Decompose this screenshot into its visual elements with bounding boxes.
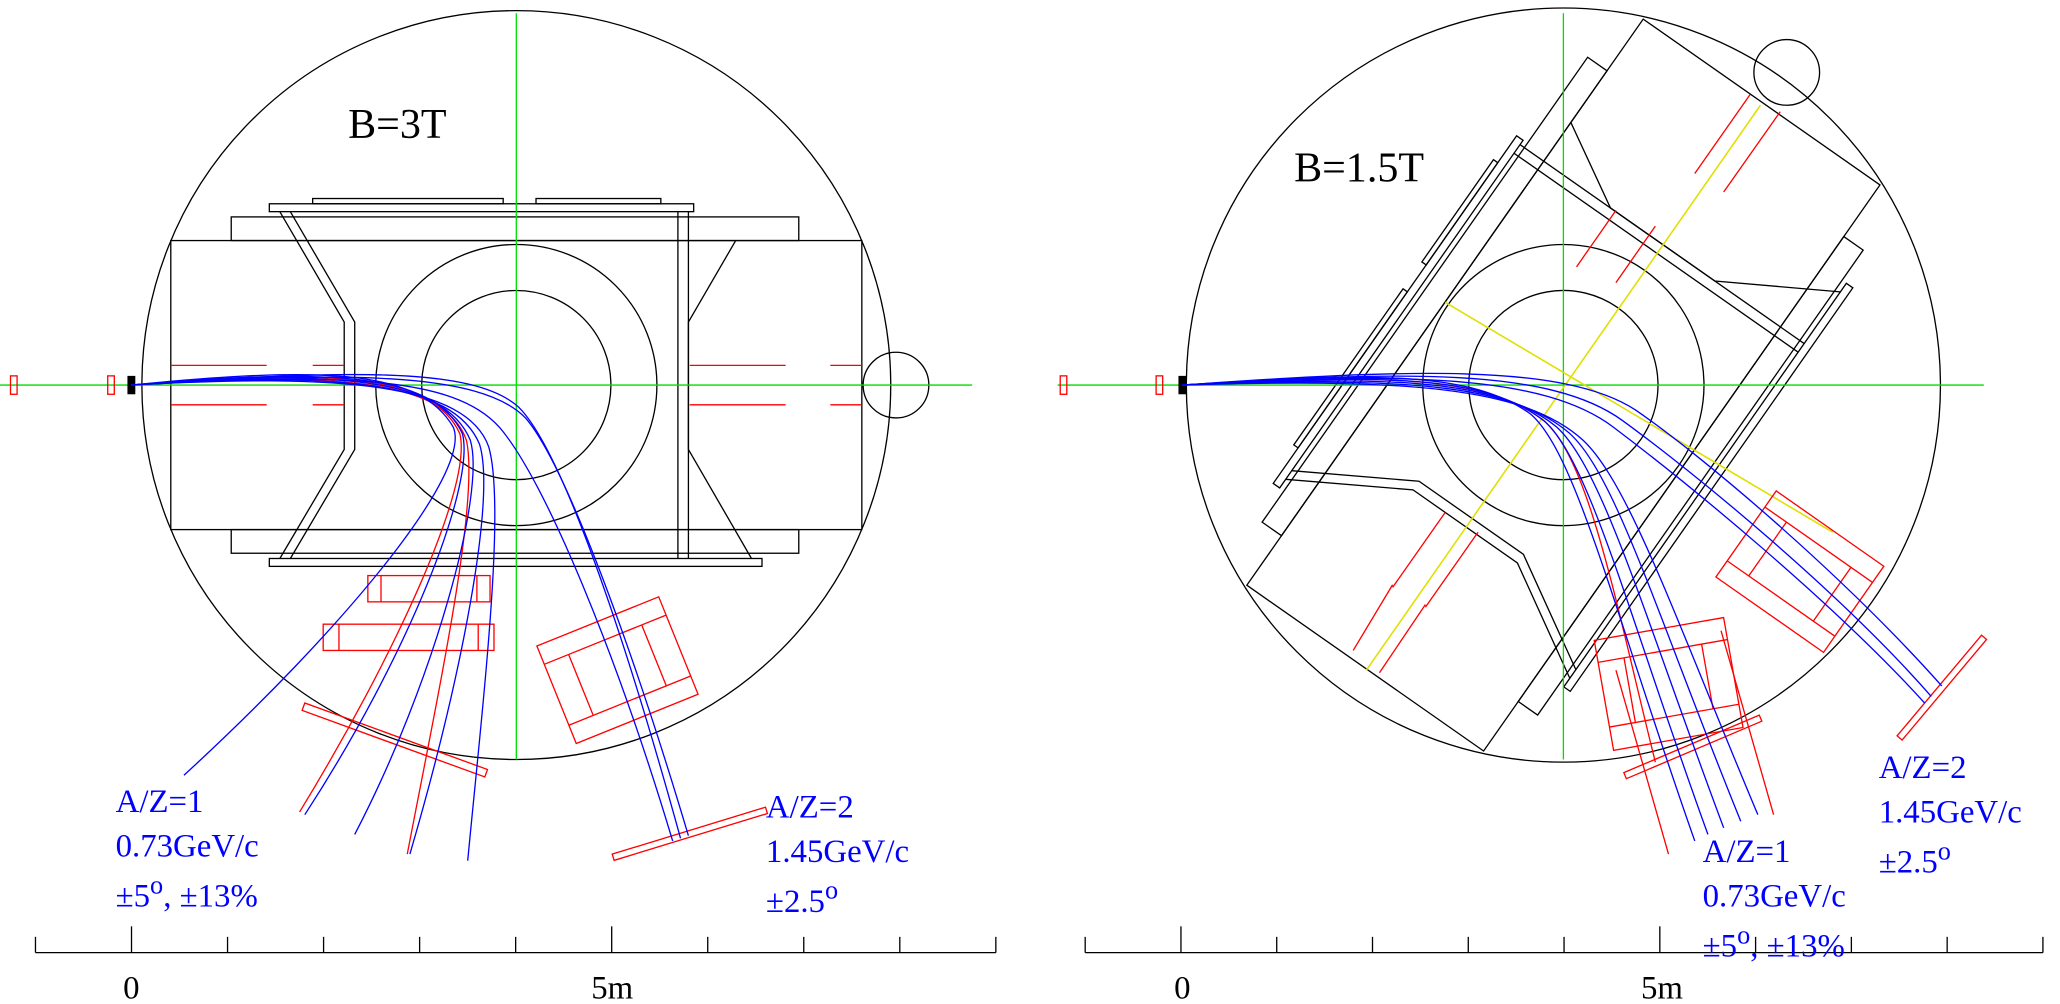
label-sup: o [1938,836,1951,865]
beam-label: A/Z=1 [1703,834,1791,870]
scale-label: 5m [591,971,633,1004]
panel-left [0,11,972,861]
beam-label: ±2.5o [766,876,838,920]
beam-label: 0.73GeV/c [1703,879,1846,915]
label-text: A/Z=1 [1703,834,1791,870]
diagram: B=3T05mA/Z=10.73GeV/c±5o, ±13%A/Z=21.45G… [0,0,2060,1004]
panel-right [1058,0,1987,854]
label-text: A/Z=2 [766,789,854,825]
beam-label: A/Z=1 [116,784,204,820]
label-text: A/Z=2 [1879,750,1967,786]
label-sup: o [150,871,163,900]
beam-label: 1.45GeV/c [766,834,909,870]
beam-label: ±5o, ±13% [1703,920,1845,964]
beam-label: A/Z=2 [766,789,854,825]
field-label: B=3T [348,102,446,148]
label-text: 0.73GeV/c [1703,879,1846,915]
label-text: 0.73GeV/c [116,829,259,865]
label-text: ±5 [1703,929,1737,965]
scale-label: 5m [1641,971,1683,1004]
scale-label: 0 [1174,971,1190,1004]
label-text: , ±13% [1750,929,1845,965]
label-sup: o [825,876,838,905]
beam-label: ±5o, ±13% [116,871,258,915]
beam-label: 1.45GeV/c [1879,795,2022,831]
label-text: ±2.5 [1879,844,1938,880]
label-text: 1.45GeV/c [766,834,909,870]
label-text: A/Z=1 [116,784,204,820]
beam-label: A/Z=2 [1879,750,1967,786]
field-label: B=1.5T [1294,145,1424,191]
beam-label: ±2.5o [1879,836,1951,880]
label-sup: o [1737,920,1750,949]
label-text: , ±13% [163,879,258,915]
label-text: ±5 [116,879,150,915]
label-text: ±2.5 [766,884,825,920]
label-text: 1.45GeV/c [1879,795,2022,831]
scale-label: 0 [123,971,139,1004]
beam-label: 0.73GeV/c [116,829,259,865]
